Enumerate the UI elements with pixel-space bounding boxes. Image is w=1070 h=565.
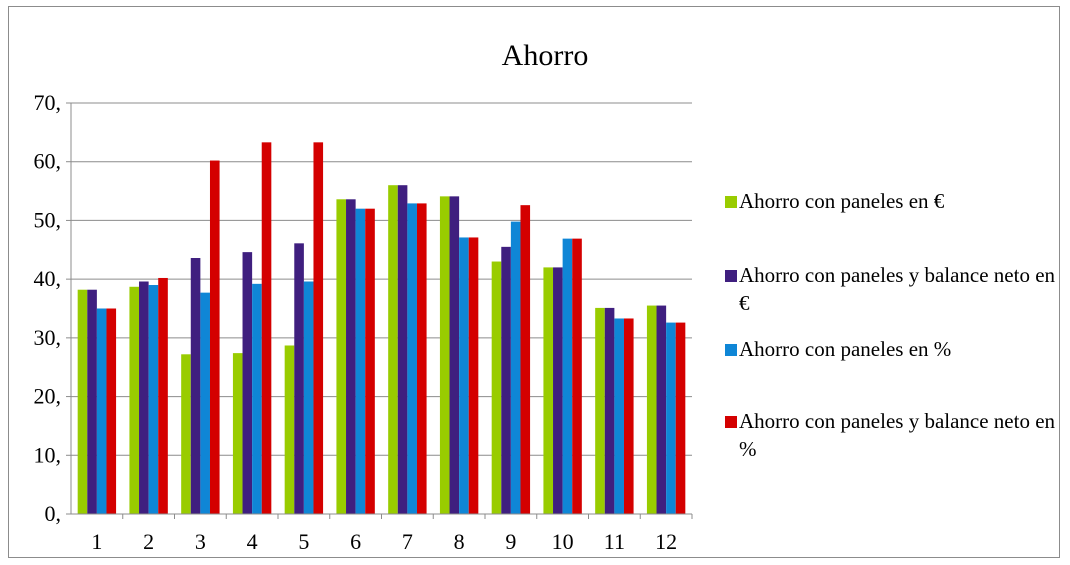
bar xyxy=(388,185,398,514)
bar xyxy=(139,281,149,514)
legend-label: Ahorro con paneles en € xyxy=(739,189,945,213)
bar xyxy=(501,246,511,514)
y-tick-label: 10, xyxy=(34,442,62,467)
bar xyxy=(209,160,220,515)
bar xyxy=(553,267,563,514)
bar xyxy=(646,305,657,514)
bar xyxy=(468,237,479,514)
bar xyxy=(148,285,159,514)
bar xyxy=(261,142,272,515)
legend-swatch xyxy=(725,416,737,428)
y-tick-label: 60, xyxy=(34,149,62,174)
bar xyxy=(77,289,88,514)
x-tick-label: 6 xyxy=(350,529,361,554)
bar xyxy=(459,237,469,514)
x-tick-label: 2 xyxy=(143,529,154,554)
legend-label: Ahorro con paneles y balance neto en € xyxy=(739,263,1056,315)
bar xyxy=(294,243,304,514)
bar xyxy=(562,238,573,514)
bar xyxy=(129,286,140,514)
bar xyxy=(614,318,624,514)
bar xyxy=(242,252,253,515)
bar xyxy=(416,203,427,514)
y-tick-label: 30, xyxy=(34,325,62,350)
x-axis-ticks: 1 2 3 4 5 6 7 8 9 10 11 12 xyxy=(91,514,693,554)
bar xyxy=(623,318,634,514)
x-tick-label: 3 xyxy=(195,529,206,554)
chart-title: Ahorro xyxy=(502,39,589,72)
bar xyxy=(397,185,408,514)
bar xyxy=(675,322,686,514)
bar xyxy=(656,305,667,514)
bar xyxy=(284,345,295,514)
x-tick-label: 9 xyxy=(505,529,516,554)
y-tick-label: 20, xyxy=(34,384,62,409)
bar xyxy=(510,221,521,515)
bar xyxy=(355,208,366,514)
gridlines xyxy=(71,102,692,456)
bar xyxy=(604,307,615,514)
bar xyxy=(252,283,262,514)
bar xyxy=(96,308,107,514)
y-tick-label: 70, xyxy=(34,90,62,115)
legend-label: Ahorro con paneles en % xyxy=(739,337,952,361)
bar xyxy=(87,289,97,514)
bar xyxy=(181,354,191,514)
bar xyxy=(439,196,450,514)
y-tick-label: 0, xyxy=(45,501,62,526)
bar xyxy=(595,307,605,514)
x-tick-label: 8 xyxy=(454,529,465,554)
bar xyxy=(190,258,201,514)
bar xyxy=(449,196,460,514)
x-tick-label: 1 xyxy=(91,529,102,554)
bar xyxy=(491,261,502,514)
x-tick-label: 12 xyxy=(655,529,677,554)
x-tick-label: 10 xyxy=(552,529,574,554)
x-tick-label: 5 xyxy=(298,529,309,554)
legend-label: Ahorro con paneles y balance neto en % xyxy=(739,409,1056,461)
x-tick-label: 7 xyxy=(402,529,413,554)
legend-swatch xyxy=(725,196,737,208)
legend-swatch xyxy=(725,270,737,282)
bar xyxy=(543,267,554,514)
bar xyxy=(303,281,314,514)
bar xyxy=(106,308,117,514)
bar xyxy=(407,203,417,514)
bar xyxy=(158,277,168,514)
y-tick-label: 50, xyxy=(34,207,62,232)
x-tick-label: 4 xyxy=(247,529,258,554)
legend-swatch xyxy=(725,344,737,356)
x-tick-label: 11 xyxy=(604,529,625,554)
bar xyxy=(520,205,531,515)
bar xyxy=(346,199,356,514)
bars xyxy=(77,142,686,515)
bar xyxy=(666,322,676,514)
bar xyxy=(572,238,582,514)
bar xyxy=(200,292,210,514)
bar xyxy=(232,353,243,514)
y-tick-label: 40, xyxy=(34,266,62,291)
bar xyxy=(365,208,375,514)
bar xyxy=(336,199,347,514)
bar xyxy=(313,142,324,515)
y-axis-ticks: 0, 10, 20, 30, 40, 50, 60, 70, xyxy=(34,90,71,526)
